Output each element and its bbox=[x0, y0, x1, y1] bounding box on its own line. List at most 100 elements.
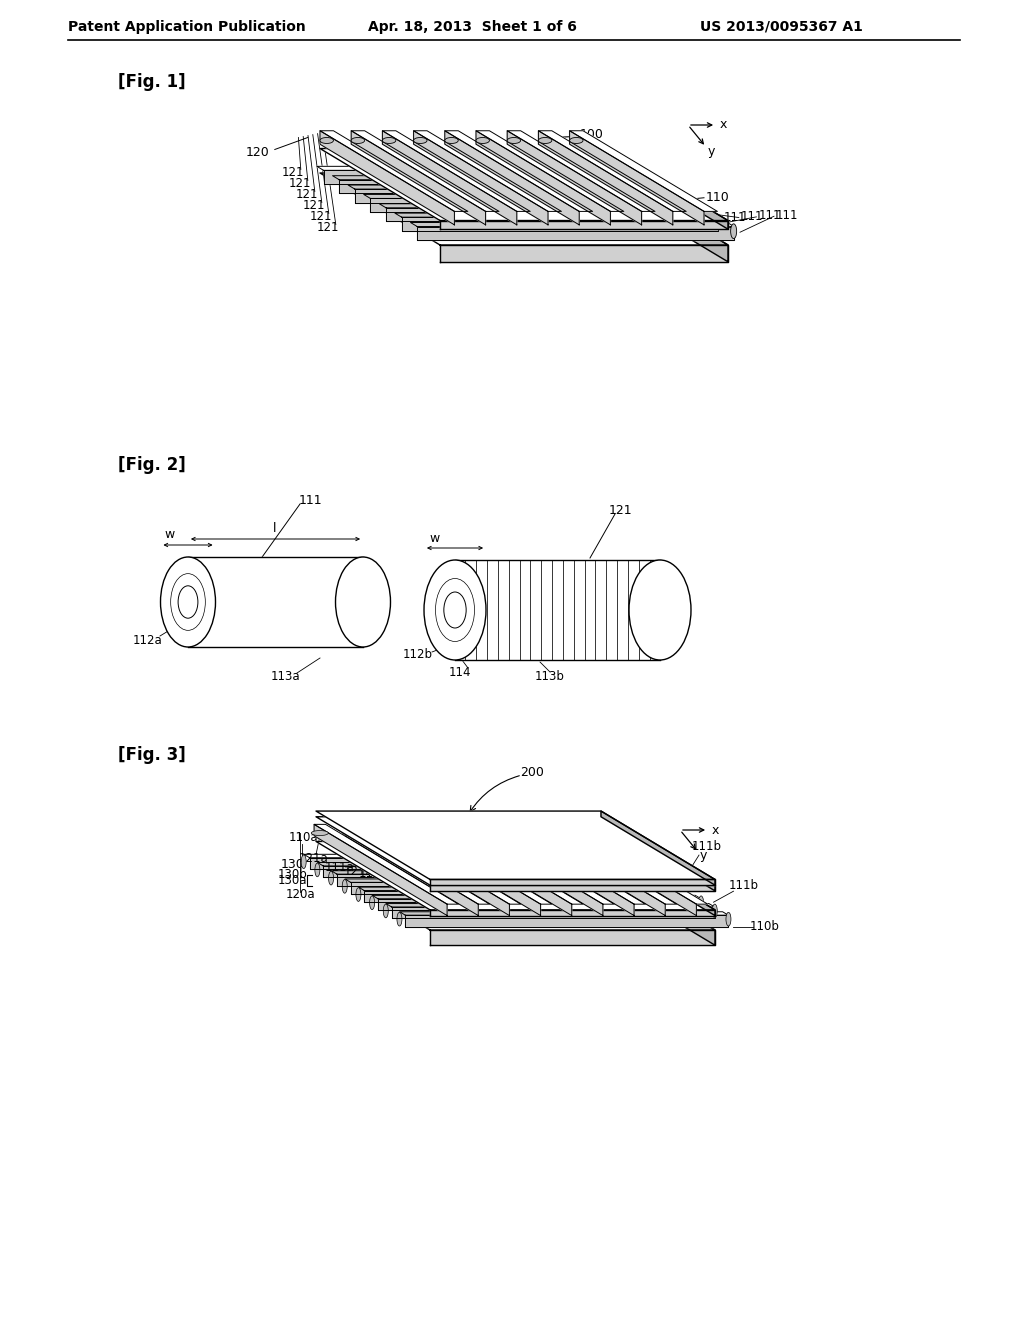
Text: x: x bbox=[720, 119, 727, 132]
Text: 121b: 121b bbox=[579, 855, 608, 869]
Polygon shape bbox=[350, 882, 674, 894]
Polygon shape bbox=[411, 223, 734, 227]
Polygon shape bbox=[371, 198, 687, 213]
Polygon shape bbox=[386, 207, 702, 222]
Polygon shape bbox=[316, 810, 715, 879]
Ellipse shape bbox=[424, 560, 486, 660]
Text: 111b: 111b bbox=[728, 879, 759, 892]
Ellipse shape bbox=[671, 879, 676, 894]
Polygon shape bbox=[337, 874, 659, 886]
Ellipse shape bbox=[319, 137, 334, 144]
Ellipse shape bbox=[311, 830, 329, 836]
Polygon shape bbox=[408, 825, 541, 916]
Polygon shape bbox=[314, 825, 447, 916]
Polygon shape bbox=[188, 557, 362, 647]
Text: 130b: 130b bbox=[278, 867, 307, 880]
Text: [Fig. 1]: [Fig. 1] bbox=[118, 73, 185, 91]
Ellipse shape bbox=[713, 904, 717, 917]
Text: 110: 110 bbox=[706, 191, 730, 205]
Text: 114: 114 bbox=[449, 665, 471, 678]
Text: l: l bbox=[273, 523, 276, 536]
Ellipse shape bbox=[414, 137, 427, 144]
Polygon shape bbox=[601, 841, 715, 916]
Text: 121: 121 bbox=[289, 177, 311, 190]
Polygon shape bbox=[501, 825, 634, 916]
Polygon shape bbox=[379, 203, 702, 207]
Polygon shape bbox=[351, 131, 499, 211]
Polygon shape bbox=[304, 854, 633, 858]
Text: 121a: 121a bbox=[299, 853, 329, 865]
Text: y: y bbox=[700, 850, 708, 862]
Polygon shape bbox=[333, 176, 656, 180]
Polygon shape bbox=[319, 149, 728, 220]
Polygon shape bbox=[316, 841, 715, 909]
Text: [Fig. 2]: [Fig. 2] bbox=[118, 455, 185, 474]
Ellipse shape bbox=[336, 557, 390, 647]
Polygon shape bbox=[399, 912, 728, 915]
Ellipse shape bbox=[715, 214, 721, 230]
Ellipse shape bbox=[443, 591, 466, 628]
Ellipse shape bbox=[314, 863, 319, 876]
Text: 130: 130 bbox=[281, 858, 304, 871]
Polygon shape bbox=[378, 899, 701, 911]
Text: 110a: 110a bbox=[289, 832, 318, 845]
Text: 111: 111 bbox=[776, 209, 799, 222]
Polygon shape bbox=[601, 862, 715, 945]
Polygon shape bbox=[414, 131, 561, 211]
Polygon shape bbox=[364, 194, 687, 198]
Polygon shape bbox=[365, 891, 687, 902]
Text: w: w bbox=[165, 528, 175, 541]
Text: 121: 121 bbox=[302, 199, 325, 213]
Polygon shape bbox=[476, 131, 624, 211]
Text: 121: 121 bbox=[608, 503, 632, 516]
Polygon shape bbox=[358, 887, 687, 891]
Polygon shape bbox=[386, 904, 715, 907]
Polygon shape bbox=[507, 131, 642, 224]
Ellipse shape bbox=[342, 879, 347, 894]
Ellipse shape bbox=[669, 186, 674, 201]
Polygon shape bbox=[314, 825, 459, 904]
Text: 111a: 111a bbox=[325, 861, 354, 874]
Text: [Fig. 3]: [Fig. 3] bbox=[118, 746, 185, 764]
Polygon shape bbox=[444, 131, 593, 211]
Polygon shape bbox=[440, 246, 728, 261]
Polygon shape bbox=[539, 131, 673, 224]
Ellipse shape bbox=[629, 560, 691, 660]
Text: 111: 111 bbox=[298, 494, 322, 507]
Polygon shape bbox=[507, 131, 655, 211]
Text: 121b: 121b bbox=[595, 840, 625, 853]
Text: 112b: 112b bbox=[403, 648, 433, 661]
Ellipse shape bbox=[444, 137, 459, 144]
Polygon shape bbox=[501, 825, 645, 904]
Ellipse shape bbox=[382, 137, 396, 144]
Text: 111a: 111a bbox=[359, 867, 389, 880]
Ellipse shape bbox=[731, 224, 736, 239]
Polygon shape bbox=[345, 825, 478, 916]
Polygon shape bbox=[377, 825, 509, 916]
Ellipse shape bbox=[467, 830, 484, 836]
Text: w: w bbox=[430, 532, 440, 544]
Polygon shape bbox=[316, 817, 715, 886]
Polygon shape bbox=[563, 825, 696, 916]
Ellipse shape bbox=[178, 586, 198, 618]
Ellipse shape bbox=[161, 557, 215, 647]
Polygon shape bbox=[345, 825, 489, 904]
Ellipse shape bbox=[499, 830, 515, 836]
Polygon shape bbox=[569, 131, 705, 224]
Ellipse shape bbox=[507, 137, 520, 144]
Ellipse shape bbox=[684, 195, 690, 210]
Ellipse shape bbox=[644, 863, 649, 876]
Text: w: w bbox=[446, 201, 456, 211]
Polygon shape bbox=[438, 825, 583, 904]
Polygon shape bbox=[316, 166, 640, 170]
Ellipse shape bbox=[356, 888, 360, 902]
Text: y: y bbox=[708, 144, 716, 157]
Ellipse shape bbox=[569, 137, 583, 144]
Ellipse shape bbox=[370, 896, 375, 909]
Polygon shape bbox=[317, 862, 646, 866]
Text: 110b: 110b bbox=[750, 920, 779, 933]
Ellipse shape bbox=[529, 830, 547, 836]
Polygon shape bbox=[319, 173, 728, 246]
Polygon shape bbox=[319, 131, 455, 224]
Polygon shape bbox=[601, 810, 715, 886]
